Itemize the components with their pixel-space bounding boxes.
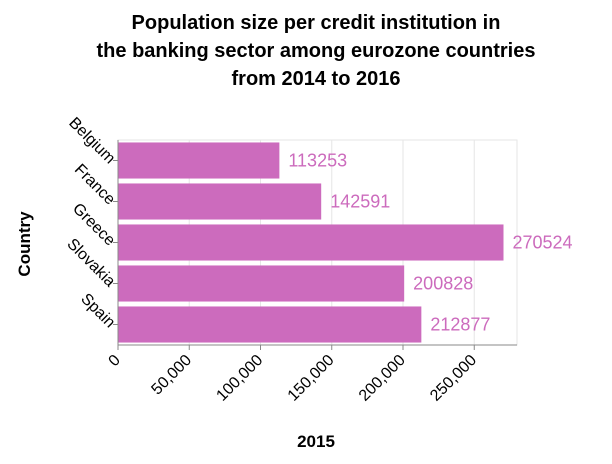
- data-labels: 113253 142591 270524 200828 212877: [288, 151, 572, 335]
- x-tick-label: 50,000: [148, 352, 195, 399]
- bar-greece: [118, 224, 504, 261]
- y-tick-label-belgium: Belgium: [65, 114, 118, 167]
- data-label-france: 142591: [330, 192, 390, 212]
- x-axis: 0 50,000 100,000 150,000 200,000 250,000: [106, 344, 517, 405]
- x-tick-label: 0: [106, 352, 124, 370]
- y-tick-label-france: France: [71, 161, 118, 208]
- bar-spain: [118, 306, 422, 343]
- x-axis-title: 2015: [297, 432, 335, 451]
- chart-title-line-1: Population size per credit institution i…: [132, 12, 501, 34]
- bars: [118, 142, 504, 343]
- data-label-belgium: 113253: [288, 151, 347, 171]
- bar-slovakia: [118, 265, 405, 302]
- x-tick-label: 100,000: [213, 352, 266, 405]
- chart-title-line-3: from 2014 to 2016: [232, 68, 401, 90]
- bar-belgium: [118, 142, 280, 179]
- y-tick-label-spain: Spain: [77, 290, 118, 331]
- x-tick-label: 150,000: [285, 352, 338, 405]
- data-label-spain: 212877: [430, 315, 490, 335]
- data-label-greece: 270524: [512, 233, 572, 253]
- bar-france: [118, 183, 322, 220]
- x-tick-label: 250,000: [427, 352, 480, 405]
- chart-title-line-2: the banking sector among eurozone countr…: [97, 40, 536, 62]
- data-label-slovakia: 200828: [413, 274, 473, 294]
- x-tick-label: 200,000: [356, 352, 409, 405]
- y-axis-title: Country: [15, 211, 34, 277]
